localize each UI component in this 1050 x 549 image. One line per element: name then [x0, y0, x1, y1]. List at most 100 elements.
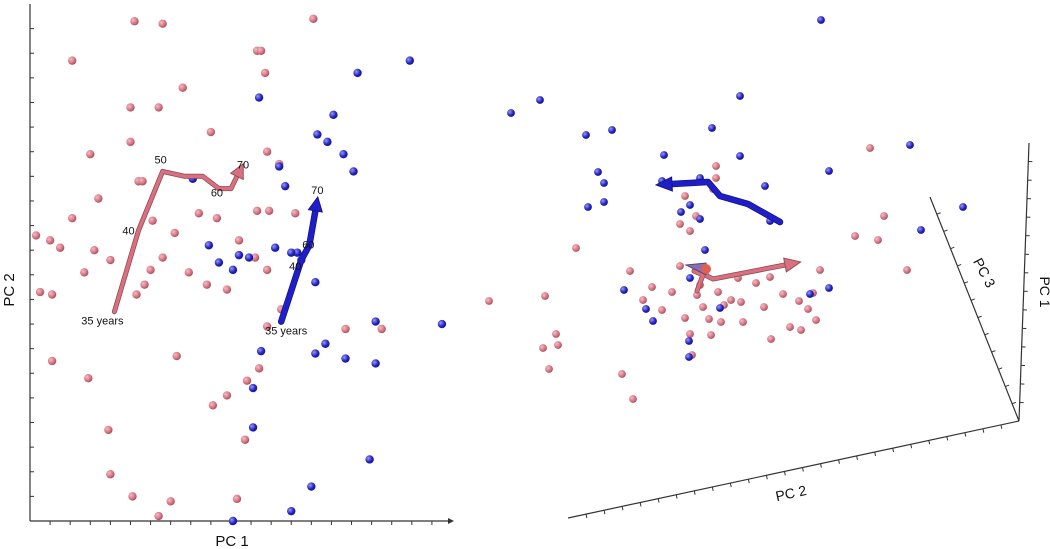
data-point [194, 209, 203, 218]
data-point-3d [736, 92, 744, 100]
data-point-3d [629, 395, 637, 403]
data-point [228, 516, 238, 526]
trajectory-label: 40 [289, 261, 301, 273]
trajectory-3d-arrowhead [654, 176, 673, 192]
data-point-3d [668, 288, 676, 296]
data-point-3d [658, 306, 666, 314]
data-point-3d [507, 109, 515, 117]
trajectory-label: 40 [122, 225, 134, 237]
data-point-3d [676, 220, 684, 228]
data-point-3d [701, 246, 709, 254]
data-point-3d [767, 335, 775, 343]
axis-3d-label-pc1: PC 1 [1037, 276, 1050, 307]
trajectory-label: 50 [155, 154, 167, 166]
data-point-3d [536, 96, 544, 104]
axis-3d-tick [982, 428, 985, 433]
x-axis-arrowhead [448, 518, 454, 524]
data-point-3d [752, 279, 760, 287]
points-2d [31, 14, 447, 526]
data-point [262, 322, 272, 331]
data-point [35, 287, 45, 297]
data-point-3d [816, 266, 824, 274]
data-point [130, 17, 139, 26]
data-point-3d [699, 303, 707, 311]
y-axis-label: PC 2 [1, 273, 18, 306]
data-point [202, 280, 212, 289]
data-point [242, 376, 252, 385]
data-point-3d [681, 314, 689, 322]
data-point [228, 265, 238, 275]
data-point [291, 209, 300, 218]
axis-3d-tick [964, 281, 969, 284]
data-point [234, 250, 244, 260]
data-point [256, 46, 266, 55]
data-point-3d [716, 304, 724, 312]
data-point-3d [584, 203, 592, 211]
data-point-3d [620, 286, 628, 294]
data-point-3d [685, 337, 693, 345]
axis-3d-tick [838, 459, 840, 464]
data-point-3d [874, 236, 882, 244]
axes-2d [29, 4, 454, 525]
data-point [208, 401, 218, 410]
data-point [311, 349, 320, 358]
trajectory-label: 35 years [265, 326, 308, 338]
data-point [260, 68, 270, 78]
data-point [323, 137, 332, 147]
data-point-3d [866, 144, 874, 152]
axis-3d-tick [943, 229, 948, 232]
trajectory-line [278, 208, 318, 325]
data-point-3d [851, 232, 859, 240]
data-point [68, 56, 77, 65]
data-point-3d [717, 318, 725, 326]
axis-3d-tick [936, 212, 941, 215]
points-3d [485, 16, 967, 403]
trajectory-arrowhead [229, 162, 244, 181]
data-point [329, 110, 338, 119]
data-point-3d [766, 273, 774, 281]
data-point [309, 14, 318, 23]
data-point [222, 285, 232, 294]
data-point [371, 359, 380, 368]
data-point [166, 497, 175, 506]
data-point [274, 162, 284, 171]
data-point-3d [545, 365, 553, 373]
axis-3d-label-pc3: PC 3 [970, 255, 999, 290]
data-point [244, 253, 254, 262]
data-point [80, 268, 89, 277]
axis-3d-tick [1011, 401, 1017, 405]
axis-3d-line [1018, 142, 1030, 422]
data-point [128, 492, 137, 501]
data-point [270, 243, 280, 252]
data-point-3d [552, 330, 560, 338]
axis-3d-tick [675, 494, 678, 499]
trajectories-3d [654, 176, 802, 294]
data-point-3d [795, 297, 803, 305]
axis-3d-line [929, 196, 1020, 422]
data-point-3d [761, 182, 769, 190]
data-point-3d [786, 323, 794, 331]
data-point-3d [648, 283, 656, 291]
data-point-3d [906, 141, 914, 149]
axis-3d-label-pc2: PC 2 [774, 482, 808, 504]
axis-3d-tick [1000, 424, 1003, 429]
data-point [248, 383, 258, 393]
data-point [158, 19, 167, 28]
trajectory-3d-marker [701, 264, 711, 274]
data-point-3d [779, 290, 787, 298]
data-point-3d [712, 174, 720, 182]
data-point [178, 83, 187, 92]
data-point-3d [572, 244, 580, 252]
axis-3d-tick [991, 350, 996, 353]
data-point [68, 213, 77, 223]
data-point-3d [642, 305, 650, 313]
trajectory-label: 70 [237, 159, 249, 171]
data-point [262, 265, 272, 275]
data-point-3d [903, 266, 911, 274]
data-point-3d [600, 179, 608, 187]
data-point [172, 351, 181, 361]
data-point-3d [686, 227, 694, 235]
axis-3d-tick [711, 486, 714, 491]
data-point [365, 455, 374, 464]
data-point [138, 177, 147, 186]
